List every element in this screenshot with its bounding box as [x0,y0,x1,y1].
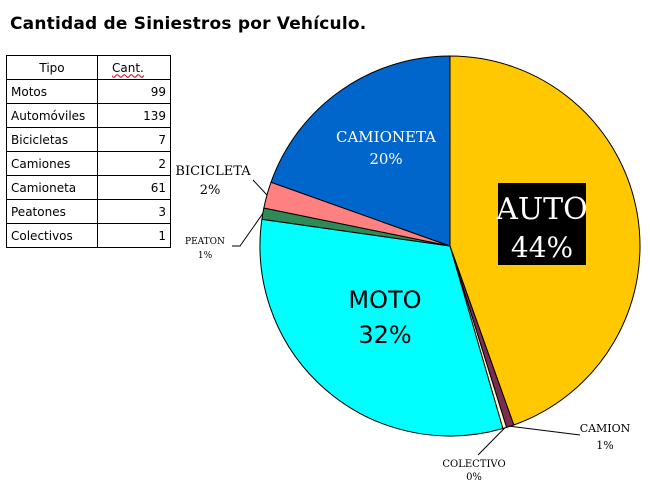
row-tipo: Bicicletas [6,127,98,152]
slice-label-auto: AUTO [495,192,588,227]
pie-slice-moto [259,218,504,437]
table-row: Bicicletas 7 [6,127,171,152]
table-row: Camiones 2 [6,151,171,176]
row-cant: 7 [97,127,171,152]
slice-label-moto: MOTO [348,286,421,314]
slice-pct-camion: 1% [596,439,613,452]
slice-pct-colectivo: 0% [466,472,482,483]
table-header-row: Tipo Cant. [6,55,171,80]
slice-pct-moto: 32% [358,321,411,349]
row-tipo: Colectivos [6,223,98,248]
slice-pct-auto: 44% [511,231,573,264]
table-row: Automóviles 139 [6,103,171,128]
table-row: Motos 99 [6,79,171,104]
pie-slice-camioneta [270,55,451,247]
slice-pct-bicicleta: 2% [200,183,221,198]
slice-label-peaton: PEATON [185,237,225,247]
row-cant: 61 [97,175,171,200]
leader-line-bicicleta [252,179,268,196]
leader-line-colectivo [477,427,506,456]
slice-pct-peaton: 1% [198,251,213,261]
leader-line-peaton [232,213,264,247]
slice-label-bicicleta: BICICLETA [175,164,251,179]
header-cant-label: Cant. [112,60,144,75]
slice-pct-camioneta: 20% [369,150,402,168]
row-cant: 1 [97,223,171,248]
row-tipo: Motos [6,79,98,104]
header-cant: Cant. [97,55,171,80]
row-tipo: Peatones [6,199,98,224]
slice-label-colectivo: COLECTIVO [442,459,505,470]
table-row: Colectivos 1 [6,223,171,248]
data-table: Tipo Cant. Motos 99 Automóviles 139 Bicicl… [6,55,171,248]
row-cant: 99 [97,79,171,104]
slice-label-camioneta: CAMIONETA [336,128,436,146]
leader-line-camion [510,425,581,436]
auto-label-box [498,183,586,265]
header-tipo: Tipo [6,55,98,80]
table-row: Camioneta 61 [6,175,171,200]
row-tipo: Camiones [6,151,98,176]
row-cant: 2 [97,151,171,176]
slice-label-camion: CAMION [580,422,631,435]
table-row: Peatones 3 [6,199,171,224]
chart-title: Cantidad de Siniestros por Vehículo. [10,14,367,34]
